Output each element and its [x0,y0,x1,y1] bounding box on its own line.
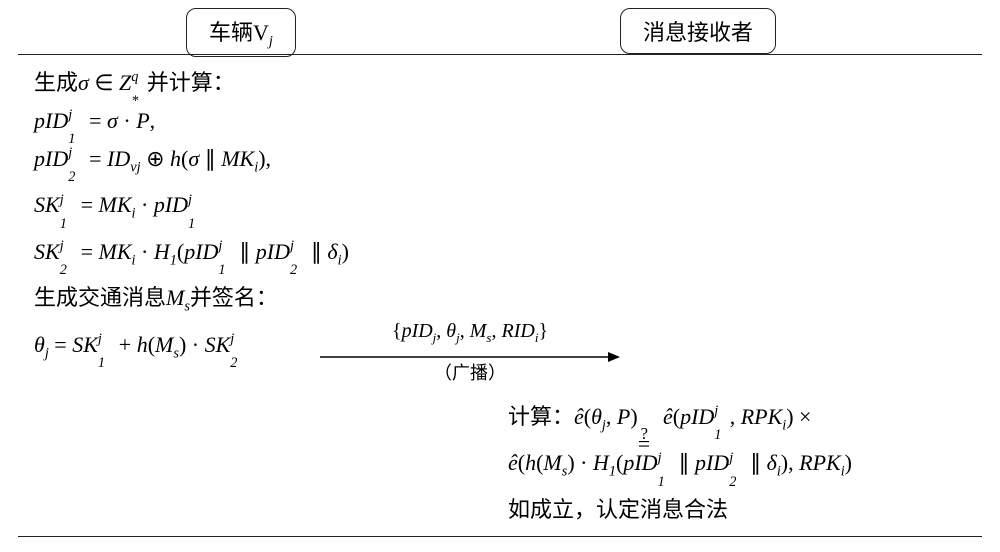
arrow-label: {pIDj, θj, Ms, RIDi} [320,320,620,349]
rule-top [18,54,982,55]
line-verify-2: ê(h(Ms) · H1(pID1j ∥ pID2j ∥ δi), RPKi) [508,444,988,490]
line-gen-msg: 生成交通消息Ms并签名： [34,279,982,325]
line-sk1: SK1j = MKi · pID1j [34,186,982,232]
line-verify-1: 计算：ê(θj, P)?= ê(pID1j, RPKi) × [508,398,988,444]
line-gen-sigma: 生成σ ∈ Z*q并计算： [34,64,982,102]
line-pid1: pID1j = σ · P, [34,102,982,140]
line-conclusion: 如成立，认定消息合法 [508,491,988,529]
broadcast-arrow: {pIDj, θj, Ms, RIDi} （广播） [320,320,620,383]
diagram-root: 车辆Vj 消息接收者 生成σ ∈ Z*q并计算： pID1j = σ · P, … [0,0,1000,552]
header-left-label: 车辆V [209,20,269,45]
text-gen: 生成 [34,70,78,95]
line-pid2: pID2j = IDvj ⊕ h(σ ∥ MKi), [34,140,982,186]
header-right-label: 消息接收者 [643,20,753,45]
text-gen-msg: 生成交通消息 [34,285,166,310]
header-box-receiver: 消息接收者 [620,8,776,54]
header-row: 车辆Vj 消息接收者 [0,0,1000,54]
arrow-icon [320,351,620,363]
rule-bottom [18,536,982,537]
text-compute: 计算： [508,404,574,429]
line-sk2: SK2j = MKi · H1(pID1j ∥ pID2j ∥ δi) [34,233,982,279]
text-gen-suffix: 并计算： [147,70,235,95]
header-box-vehicle: 车辆Vj [186,8,296,57]
arrow-sublabel: （广播） [320,363,620,383]
header-left-sub: j [269,33,273,49]
receiver-block: 计算：ê(θj, P)?= ê(pID1j, RPKi) × ê(h(Ms) ·… [508,398,988,529]
text-gen-msg-suffix: 并签名： [190,285,278,310]
